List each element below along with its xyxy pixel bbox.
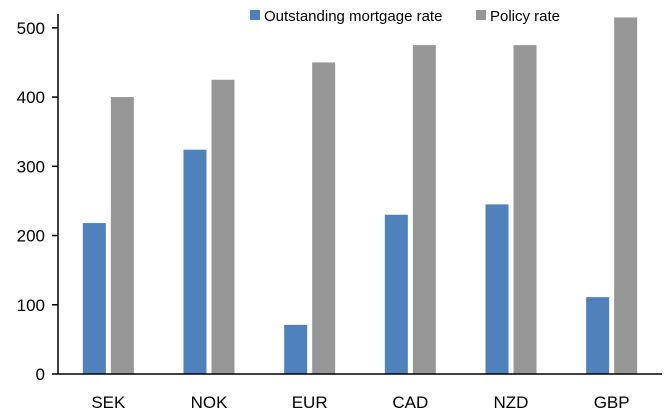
bar-mortgage-nok <box>183 149 207 374</box>
legend-swatch-policy <box>476 10 486 20</box>
bar-policy-nzd <box>513 45 537 375</box>
y-tick-label: 500 <box>17 19 45 38</box>
y-axis: 0 100 200 300 400 500 <box>17 14 59 384</box>
legend-label-mortgage: Outstanding mortgage rate <box>264 8 442 25</box>
legend-label-policy: Policy rate <box>490 8 560 25</box>
bars <box>82 17 638 375</box>
bar-policy-nok <box>211 79 235 375</box>
bar-policy-cad <box>412 45 436 375</box>
y-tick-label: 200 <box>17 227 45 246</box>
x-tick-label-nok: NOK <box>191 393 229 412</box>
bar-mortgage-sek <box>82 223 106 374</box>
y-tick-label: 100 <box>17 296 45 315</box>
x-axis: SEK NOK EUR CAD NZD GBP <box>58 373 662 412</box>
bar-mortgage-eur <box>284 324 308 374</box>
legend-swatch-mortgage <box>250 10 260 20</box>
x-tick-label-gbp: GBP <box>594 393 630 412</box>
x-tick-label-eur: EUR <box>292 393 328 412</box>
bar-mortgage-cad <box>384 214 408 374</box>
bar-policy-eur <box>312 62 336 374</box>
x-tick-label-cad: CAD <box>392 393 428 412</box>
bar-mortgage-nzd <box>485 204 509 374</box>
x-tick-label-nzd: NZD <box>494 393 529 412</box>
y-tick-label: 300 <box>17 157 45 176</box>
x-tick-label-sek: SEK <box>91 393 126 412</box>
bar-policy-gbp <box>614 17 638 374</box>
bar-policy-sek <box>110 97 134 375</box>
bar-mortgage-gbp <box>586 297 610 374</box>
y-tick-label: 0 <box>36 365 45 384</box>
legend: Outstanding mortgage rate Policy rate <box>250 8 560 25</box>
y-tick-label: 400 <box>17 88 45 107</box>
